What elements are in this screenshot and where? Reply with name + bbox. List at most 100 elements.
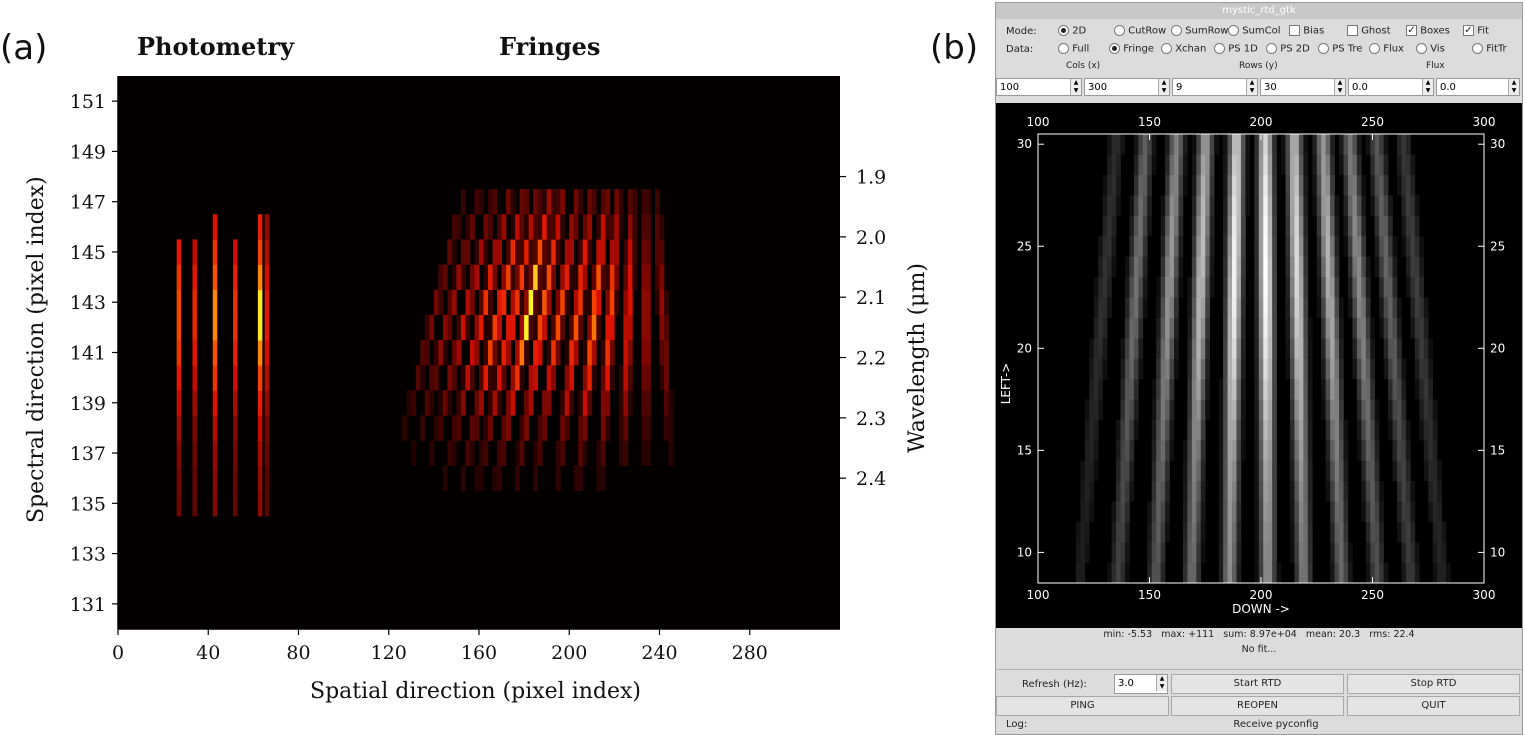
fringe-b-cell: [1124, 501, 1130, 523]
fringe-b-cell: [1267, 480, 1273, 502]
fringe-cell: [492, 314, 498, 341]
fringe-b-cell: [1107, 276, 1112, 298]
spin-arrows-icon[interactable]: ▲ ▼: [1158, 79, 1169, 95]
data-option-label: Xchan: [1175, 43, 1207, 55]
spin-arrows-icon[interactable]: ▲ ▼: [1422, 79, 1433, 95]
spin-arrows-icon[interactable]: ▲ ▼: [1156, 675, 1167, 691]
fringe-b-cell: [1307, 419, 1313, 441]
reopen-button[interactable]: REOPEN: [1171, 696, 1344, 716]
data-radio-ps1d[interactable]: PS 1D: [1214, 43, 1258, 55]
fringe-b-cell: [1307, 542, 1313, 563]
fringe-cell: [488, 264, 493, 290]
fringe-b-cell: [1289, 134, 1295, 155]
fringe-cell: [469, 214, 475, 240]
boxes-checkbox[interactable]: ✓ Boxes: [1406, 25, 1450, 37]
ghost-checkbox[interactable]: Ghost: [1347, 25, 1391, 37]
mode-radio-2d[interactable]: 2D: [1058, 25, 1086, 37]
fringe-b-cell: [1116, 562, 1121, 584]
x-axis-title-a: Spatial direction (pixel index): [310, 679, 642, 704]
x-tick-label-bottom: 150: [1138, 588, 1161, 602]
fringe-b-cell: [1432, 542, 1438, 563]
fringe-b-cell: [1258, 460, 1264, 482]
photometry-cell: [176, 239, 182, 266]
fringe-b-cell: [1303, 256, 1309, 278]
fringe-cell: [614, 189, 620, 215]
fringe-b-cell: [1356, 378, 1362, 400]
stop-rtd-button[interactable]: Stop RTD: [1347, 674, 1520, 694]
photometry-cell: [264, 490, 270, 517]
fringe-b-cell: [1294, 460, 1300, 482]
fringe-b-cell: [1263, 215, 1268, 237]
fringe-b-cell: [1254, 154, 1260, 176]
start-rtd-button[interactable]: Start RTD: [1171, 674, 1344, 694]
fringe-b-cell: [1352, 358, 1358, 380]
fringe-cell: [488, 314, 493, 341]
mode-radio-cutrow[interactable]: CutRow: [1114, 25, 1166, 37]
fringe-b-cell: [1232, 501, 1237, 523]
data-radio-fringe[interactable]: Fringe: [1109, 43, 1154, 55]
fringe-cell: [623, 264, 629, 290]
fringe-b-cell: [1142, 154, 1148, 176]
ping-button[interactable]: PING: [996, 696, 1169, 716]
fringe-b-cell: [1124, 460, 1130, 482]
fringe-b-cell: [1263, 174, 1268, 196]
refresh-spin[interactable]: 3.0 ▲ ▼: [1114, 674, 1168, 694]
panel-a-label: (a): [0, 28, 48, 68]
fringe-cell: [479, 365, 484, 391]
fringe-b-cell: [1160, 562, 1166, 584]
fringe-b-cell: [1379, 174, 1384, 196]
fringe-b-cell: [1093, 378, 1099, 400]
fringe-b-cell: [1218, 399, 1224, 421]
spin-arrows-icon[interactable]: ▲ ▼: [1070, 79, 1081, 95]
fringe-b-cell: [1205, 358, 1211, 380]
fringe-b-cell: [1343, 236, 1349, 257]
fringe-b-cell: [1191, 195, 1197, 216]
fringe-b-cell: [1205, 134, 1211, 155]
fringe-b-cell: [1289, 399, 1295, 421]
mode-radio-sumcol[interactable]: SumCol: [1228, 25, 1281, 37]
fringe-b-cell: [1339, 521, 1344, 543]
data-radio-vis[interactable]: Vis: [1416, 43, 1445, 55]
rows-max-spin[interactable]: 30 ▲ ▼: [1260, 78, 1346, 96]
flux-max-spin[interactable]: 0.0 ▲ ▼: [1436, 78, 1520, 96]
cols-min-spin[interactable]: 100 ▲ ▼: [996, 78, 1082, 96]
data-radio-ps2d[interactable]: PS 2D: [1266, 43, 1310, 55]
fringe-cell: [609, 289, 615, 316]
rows-min-spin[interactable]: 9 ▲ ▼: [1172, 78, 1258, 96]
fringe-b-cell: [1138, 134, 1144, 155]
data-radio-flux[interactable]: Flux: [1369, 43, 1404, 55]
fringe-cell: [488, 415, 493, 441]
fringe-b-cell: [1414, 317, 1420, 339]
rows-label: Rows (y): [1239, 61, 1278, 71]
fringe-b-cell: [1156, 297, 1161, 318]
data-radio-full[interactable]: Full: [1058, 43, 1089, 55]
fringe-b-cell: [1138, 276, 1144, 298]
fringe-b-cell: [1165, 460, 1170, 482]
cols-max-spin[interactable]: 300 ▲ ▼: [1084, 78, 1170, 96]
fringe-cell: [501, 264, 507, 290]
fringe-cell: [537, 415, 543, 441]
spin-arrows-icon[interactable]: ▲ ▼: [1246, 79, 1257, 95]
fringe-b-cell: [1151, 399, 1157, 421]
fringe-b-cell: [1352, 215, 1358, 237]
spin-arrows-icon[interactable]: ▲ ▼: [1508, 79, 1519, 95]
mode-radio-sumrow[interactable]: SumRow: [1171, 25, 1228, 37]
fringe-b-cell: [1432, 419, 1438, 441]
bias-checkbox[interactable]: Bias: [1289, 25, 1324, 37]
flux-min-spin[interactable]: 0.0 ▲ ▼: [1348, 78, 1434, 96]
fringe-b-cell: [1075, 542, 1081, 563]
data-radio-xchan[interactable]: Xchan: [1161, 43, 1206, 55]
fringe-b-cell: [1401, 501, 1407, 523]
fringe-b-cell: [1245, 195, 1251, 216]
spin-arrows-icon[interactable]: ▲ ▼: [1334, 79, 1345, 95]
fringe-cell: [587, 365, 593, 391]
fringe-cell: [546, 239, 552, 265]
fit-checkbox[interactable]: ✓ Fit: [1463, 25, 1489, 37]
fringe-b-cell: [1441, 562, 1447, 584]
fringe-b-cell: [1196, 215, 1202, 237]
data-radio-fittr[interactable]: FitTr: [1472, 43, 1507, 55]
data-radio-pstre[interactable]: PS Tre: [1318, 43, 1362, 55]
quit-button[interactable]: QUIT: [1347, 696, 1520, 716]
fringe-b-cell: [1227, 440, 1233, 461]
fringe-b-cell: [1334, 399, 1340, 421]
